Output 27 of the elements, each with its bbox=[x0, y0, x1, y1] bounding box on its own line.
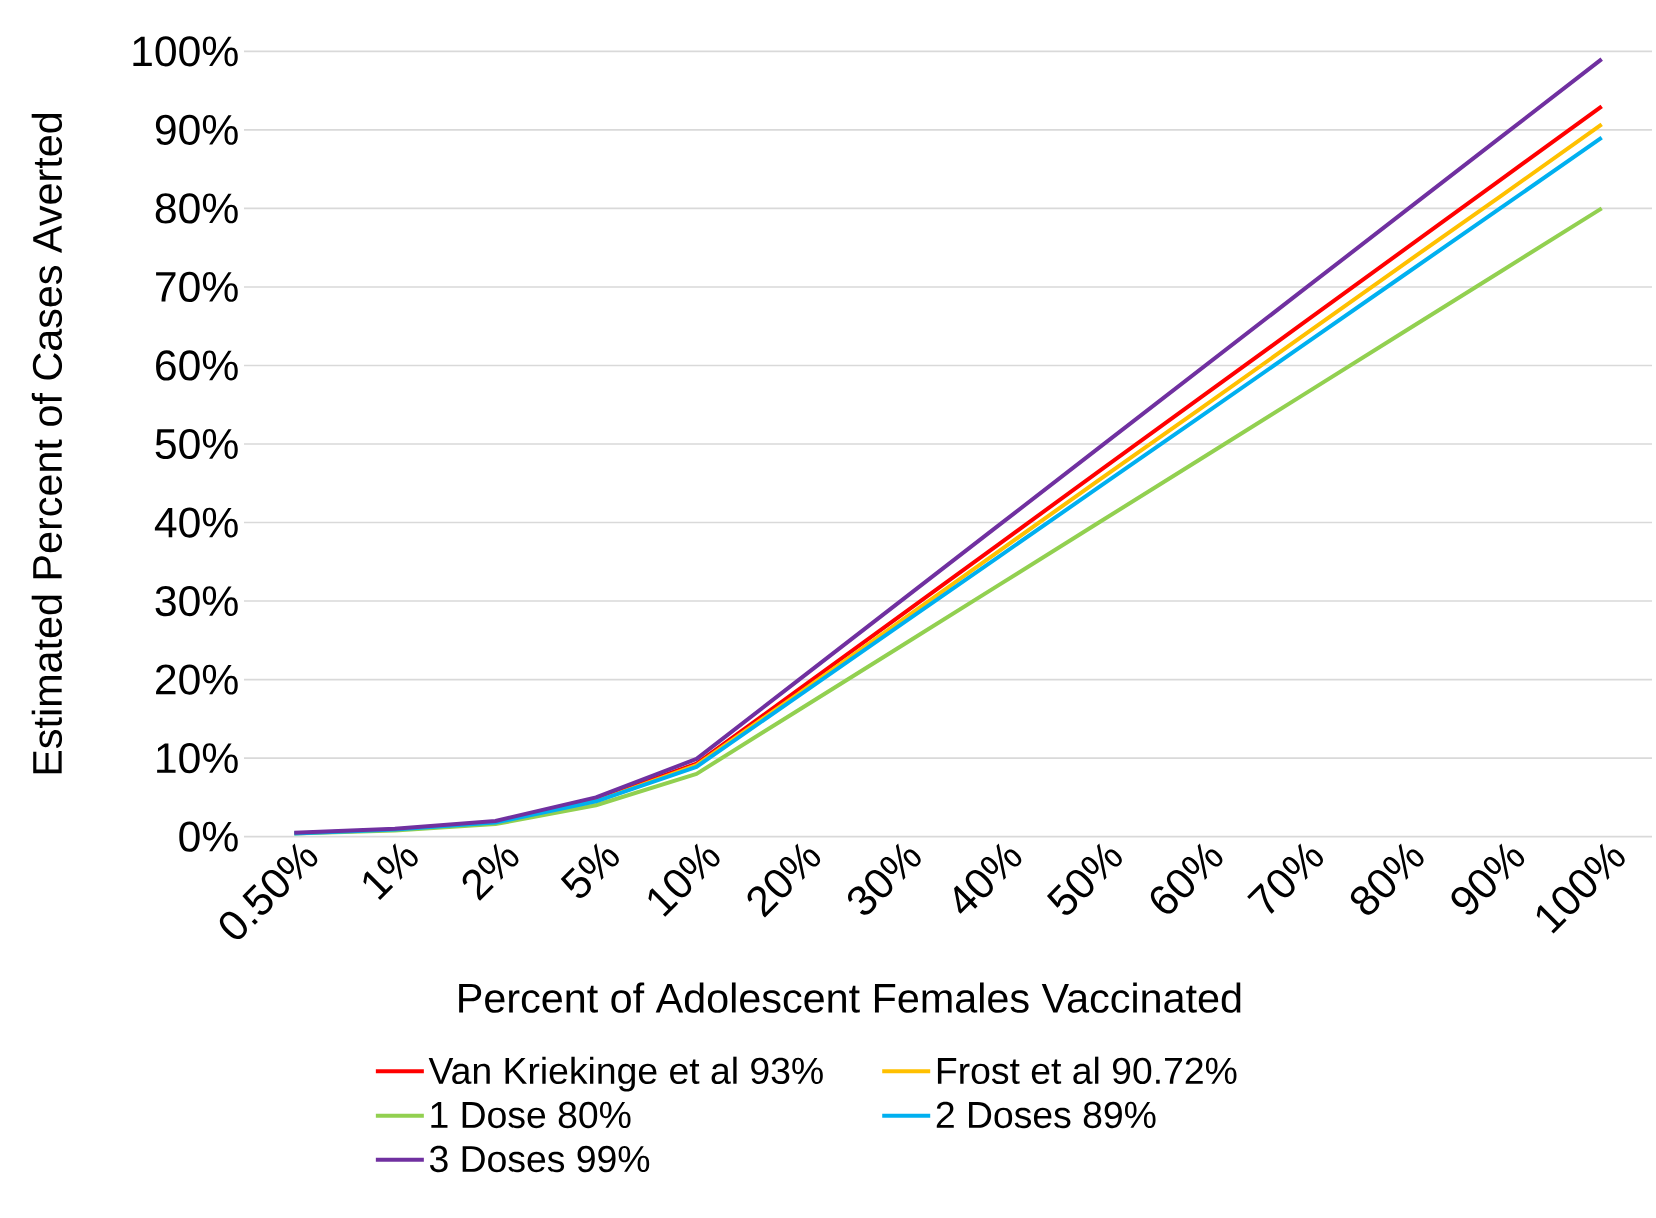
legend-label: Frost et al 90.72% bbox=[937, 1056, 1237, 1085]
legend-label: Van Kriekinge et al 93% bbox=[428, 1056, 823, 1092]
y-tick-label: 10% bbox=[157, 743, 238, 774]
legend-label: 2 Doses 89% bbox=[936, 1101, 1156, 1129]
x-tick-label: 40% bbox=[954, 843, 1022, 914]
y-tick-label: 90% bbox=[155, 114, 238, 145]
y-tick-label: 20% bbox=[156, 664, 238, 695]
y-tick-label: 70% bbox=[156, 271, 238, 303]
x-tick-label: 30% bbox=[847, 843, 921, 915]
x-tick-label: 70% bbox=[1247, 843, 1323, 914]
y-axis-title: Estimated Percent of Cases Averted bbox=[31, 113, 63, 774]
legend-label: 1 Dose 80% bbox=[431, 1101, 631, 1129]
y-tick-label: 40% bbox=[154, 507, 238, 538]
y-tick-label: 60% bbox=[156, 350, 238, 381]
x-tick-label: 1% bbox=[363, 843, 418, 900]
y-tick-label: 30% bbox=[155, 585, 238, 617]
x-tick-label: 2% bbox=[462, 843, 519, 901]
y-tick-label: 100% bbox=[133, 36, 238, 67]
x-tick-label: 50% bbox=[1046, 843, 1122, 915]
legend-label: 3 Doses 99% bbox=[429, 1145, 650, 1173]
x-tick-label: 80% bbox=[1350, 843, 1424, 915]
x-tick-label: 90% bbox=[1451, 843, 1525, 915]
x-tick-label: 60% bbox=[1150, 843, 1223, 914]
y-tick-label: 50% bbox=[155, 428, 238, 460]
y-tick-label: 80% bbox=[155, 193, 238, 224]
x-axis-title: Percent of Adolescent Females Vaccinated bbox=[459, 982, 1241, 1013]
x-tick-label: 5% bbox=[560, 843, 619, 898]
